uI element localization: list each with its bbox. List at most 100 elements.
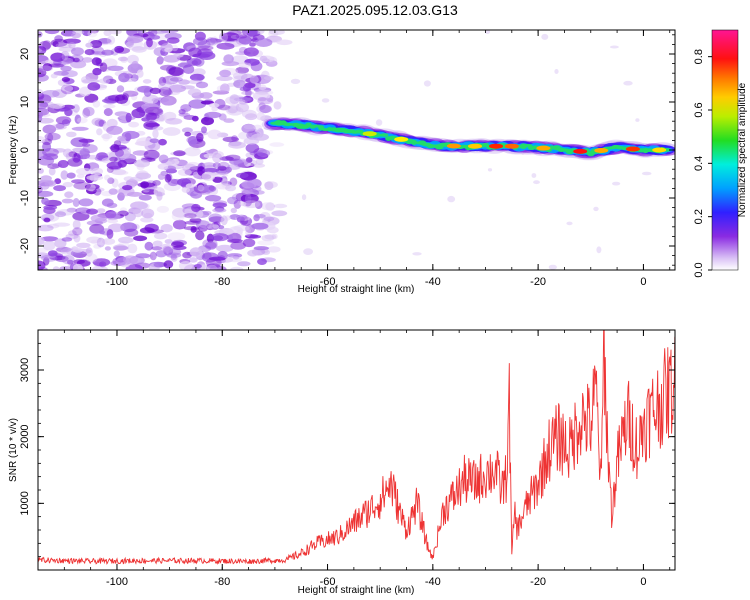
noise-blob <box>85 253 98 263</box>
noise-blob <box>242 238 256 248</box>
noise-blob <box>202 162 216 168</box>
y-tick-label: 0 <box>19 147 31 153</box>
noise-blob <box>612 181 621 186</box>
noise-blob <box>70 60 87 69</box>
noise-blob <box>264 234 277 240</box>
noise-blob <box>212 208 227 213</box>
noise-blob <box>158 138 167 146</box>
noise-blob <box>114 47 130 54</box>
noise-blob <box>137 30 146 35</box>
noise-blob <box>149 87 161 95</box>
noise-blob <box>212 173 229 178</box>
noise-blob <box>241 109 257 119</box>
noise-blob <box>177 168 192 176</box>
noise-blob <box>132 208 144 218</box>
noise-blob <box>241 186 253 196</box>
noise-blob <box>49 124 67 130</box>
noise-blob <box>114 45 125 53</box>
noise-blob <box>116 85 125 93</box>
noise-blob <box>47 250 58 257</box>
noise-blob <box>43 256 50 266</box>
noise-blob <box>229 177 238 187</box>
noise-blob <box>81 57 93 63</box>
noise-blob <box>38 65 54 72</box>
noise-blob <box>188 79 203 85</box>
noise-blob <box>268 30 279 38</box>
noise-blob <box>122 185 133 191</box>
noise-blob <box>158 243 175 253</box>
noise-blob <box>117 56 128 62</box>
noise-blob <box>195 81 209 89</box>
ridge-hotspot <box>625 146 640 152</box>
x-tick-label: 0 <box>640 576 646 588</box>
noise-blob <box>237 261 251 267</box>
noise-blob <box>245 143 260 153</box>
colorbar: 0.0 0.2 0.4 0.6 0.8 Normalized spectral ampl… <box>693 29 748 278</box>
noise-blob <box>142 94 159 105</box>
noise-blob <box>42 124 57 134</box>
noise-blob <box>596 246 602 254</box>
noise-blob <box>143 87 152 97</box>
noise-blob <box>233 199 242 209</box>
noise-blob <box>120 56 128 63</box>
noise-blob <box>48 63 64 68</box>
noise-blob <box>257 97 274 105</box>
noise-blob <box>254 214 266 219</box>
noise-blob <box>64 191 74 198</box>
noise-blob <box>38 267 48 270</box>
noise-blob <box>541 33 549 40</box>
noise-blob <box>79 86 91 97</box>
noise-blob <box>73 233 81 243</box>
noise-blob <box>173 53 184 58</box>
ridge-hotspot <box>394 136 409 142</box>
noise-blob <box>271 210 288 217</box>
snr-y-axis-label: SNR (10 * v/v) <box>8 418 19 482</box>
noise-blob <box>242 200 261 209</box>
noise-blob <box>38 185 43 194</box>
noise-blob <box>236 172 249 179</box>
y-tick-label: 1000 <box>19 491 31 515</box>
noise-blob <box>71 47 84 56</box>
noise-blob <box>220 215 228 226</box>
noise-blob <box>157 82 173 89</box>
noise-blob <box>104 211 121 221</box>
noise-blob <box>146 37 153 48</box>
noise-blob <box>112 170 129 176</box>
noise-blob <box>126 30 138 37</box>
noise-blob <box>126 35 144 44</box>
noise-blob <box>205 257 222 268</box>
noise-blob <box>38 40 51 51</box>
noise-blob <box>233 79 246 89</box>
noise-blob <box>66 172 76 179</box>
noise-blob <box>261 202 274 211</box>
noise-blob <box>321 98 330 103</box>
noise-blob <box>203 153 217 159</box>
noise-blob <box>225 154 241 161</box>
noise-blob <box>208 216 225 223</box>
noise-blob <box>184 131 192 137</box>
noise-blob <box>42 63 53 72</box>
colorbar-gradient <box>711 29 739 271</box>
noise-blob <box>38 92 45 100</box>
noise-blob <box>227 30 242 36</box>
noise-blob <box>38 107 50 116</box>
noise-blob <box>160 224 173 233</box>
noise-blob <box>109 156 118 162</box>
noise-blob <box>204 111 222 119</box>
noise-blob <box>239 100 248 105</box>
y-tick-label: 20 <box>19 48 31 60</box>
noise-blob <box>76 173 85 179</box>
noise-blob <box>232 71 248 80</box>
noise-blob <box>118 236 134 244</box>
noise-blob <box>67 259 74 265</box>
noise-blob <box>123 176 134 182</box>
noise-blob <box>301 194 307 201</box>
noise-blob <box>208 185 215 191</box>
snr-panel: -100 -80 -60 -40 -20 0 1000 2000 3000 Height of… <box>8 329 676 596</box>
noise-blob <box>86 175 104 181</box>
noise-blob <box>185 183 195 188</box>
ridge-hotspot <box>468 143 482 149</box>
noise-blob <box>635 118 640 122</box>
noise-blob <box>72 30 85 35</box>
noise-blob <box>183 226 200 231</box>
